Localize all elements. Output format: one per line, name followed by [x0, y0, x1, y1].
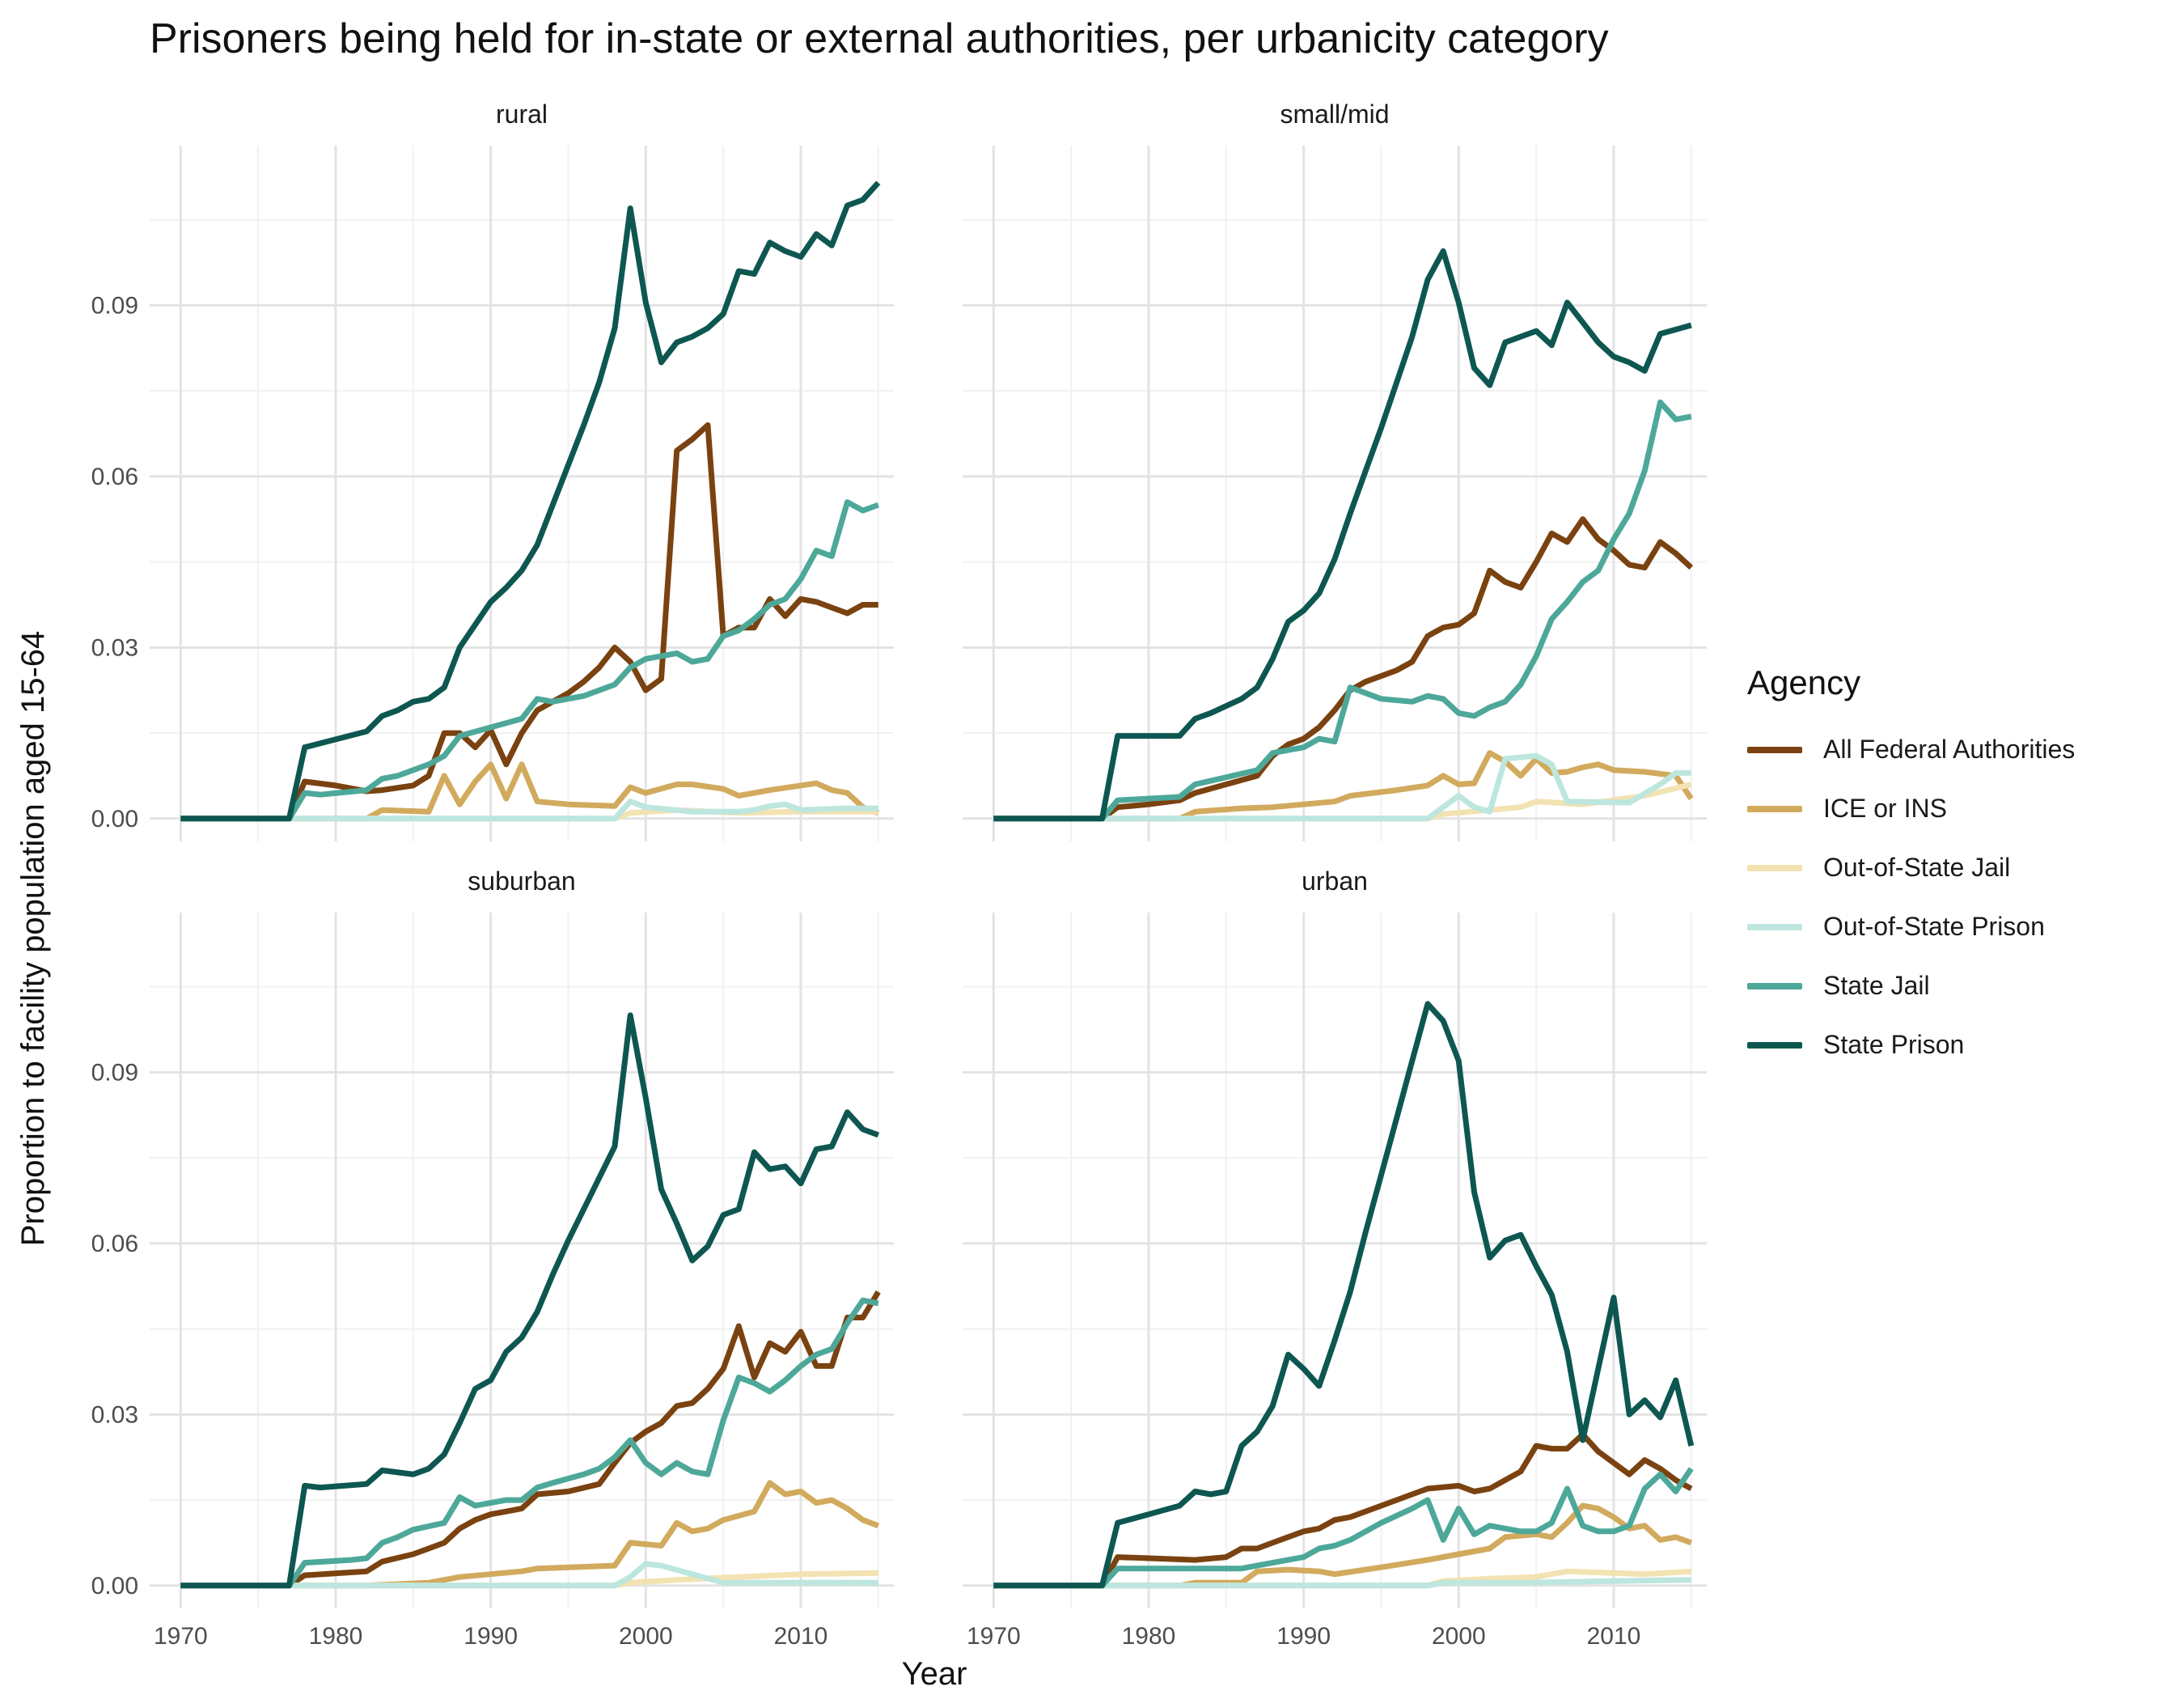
legend-item-ice-or-ins: ICE or INS [1747, 779, 2075, 838]
legend-swatch [1747, 982, 1802, 989]
legend-items: All Federal Authorities ICE or INS Out-of-… [1747, 720, 2075, 1074]
series-line-state-jail-rural [180, 499, 880, 822]
facet-label-small-mid: small/mid [1280, 100, 1389, 129]
x-tick-label: 2010 [774, 1623, 828, 1650]
series-line-out-of-state-prison-suburban [180, 1561, 878, 1589]
x-tick-label: 1970 [154, 1623, 208, 1650]
y-tick-label: 0.06 [91, 464, 138, 490]
y-tick-label: 0.00 [91, 806, 138, 833]
series-line-ice-or-ins-rural [180, 761, 880, 822]
series-line-state-jail-suburban [180, 1297, 879, 1589]
legend-item-state-prison: State Prison [1747, 1015, 2075, 1074]
x-tick-label: 1970 [967, 1623, 1021, 1650]
legend-item-state-jail: State Jail [1747, 956, 2075, 1015]
panel-suburban: suburban 0.00 0.03 0.06 0.09 1970 1980 1990 2000… [91, 866, 894, 1650]
series-line-all-federal-authorities-small-mid [993, 516, 1694, 822]
y-tick-label: 0.00 [91, 1573, 138, 1599]
y-axis-title: Proportion to facility population aged 1… [15, 631, 51, 1247]
x-tick-label: 2010 [1587, 1623, 1641, 1650]
y-tick-label: 0.09 [91, 1059, 138, 1086]
legend: Agency All Federal Authorities ICE or INS… [1747, 663, 2075, 1074]
legend-swatch [1747, 1041, 1802, 1049]
series-line-ice-or-ins-small-mid [993, 750, 1694, 822]
series-line-ice-or-ins-suburban [180, 1480, 880, 1589]
panel-urban: urban 1970 1980 1990 2000 2010 [963, 866, 1707, 1650]
panel-rural: rural 0.00 0.03 0.06 0.09 [91, 100, 894, 841]
series-line-out-of-state-prison-rural [180, 799, 878, 822]
legend-label: Out-of-State Prison [1823, 912, 2045, 941]
legend-item-all-federal-authorities: All Federal Authorities [1747, 720, 2075, 779]
x-tick-label: 1980 [1122, 1623, 1176, 1650]
x-tick-label: 2000 [1432, 1623, 1486, 1650]
legend-item-out-of-state-jail: Out-of-State Jail [1747, 838, 2075, 897]
legend-label: Out-of-State Jail [1823, 853, 2011, 882]
x-tick-label: 1980 [309, 1623, 363, 1650]
legend-swatch [1747, 864, 1802, 871]
series-line-state-jail-small-mid [993, 399, 1692, 822]
legend-swatch [1747, 805, 1802, 812]
facet-label-rural: rural [496, 100, 548, 129]
panel-small-mid: small/mid [963, 100, 1707, 841]
y-tick-label: 0.03 [91, 1401, 138, 1428]
y-tick-label: 0.03 [91, 634, 138, 661]
series-line-state-prison-small-mid [993, 248, 1692, 822]
x-tick-label: 1990 [1276, 1623, 1331, 1650]
legend-swatch [1747, 746, 1802, 753]
facet-label-suburban: suburban [468, 866, 575, 896]
y-tick-label: 0.06 [91, 1231, 138, 1257]
x-tick-label: 2000 [619, 1623, 673, 1650]
legend-label: State Jail [1823, 971, 1930, 1000]
legend-label: ICE or INS [1823, 794, 1947, 823]
series-line-out-of-state-prison-urban [993, 1577, 1691, 1589]
legend-title: Agency [1747, 663, 1861, 701]
y-tick-label: 0.09 [91, 292, 138, 319]
series-line-all-federal-authorities-rural [180, 422, 878, 822]
series-line-out-of-state-prison-small-mid [993, 752, 1691, 822]
series-line-ice-or-ins-urban [993, 1502, 1693, 1589]
facet-panels: rural 0.00 0.03 0.06 0.09 small/mid suburban 0.… [91, 100, 1707, 1650]
series-line-state-prison-suburban [180, 1012, 880, 1589]
series-line-state-jail-urban [993, 1467, 1694, 1589]
legend-item-out-of-state-prison: Out-of-State Prison [1747, 897, 2075, 956]
series-line-all-federal-authorities-urban [993, 1431, 1693, 1589]
legend-swatch [1747, 923, 1802, 930]
x-tick-label: 1990 [463, 1623, 518, 1650]
facet-label-urban: urban [1302, 866, 1368, 896]
chart-title: Prisoners being held for in-state or ext… [150, 15, 1609, 62]
series-line-state-prison-urban [993, 1001, 1695, 1589]
series-line-all-federal-authorities-suburban [180, 1290, 881, 1589]
series-line-state-prison-rural [180, 180, 881, 822]
legend-label: All Federal Authorities [1823, 735, 2076, 764]
legend-label: State Prison [1823, 1030, 1965, 1059]
x-axis-title: Year [902, 1656, 967, 1692]
